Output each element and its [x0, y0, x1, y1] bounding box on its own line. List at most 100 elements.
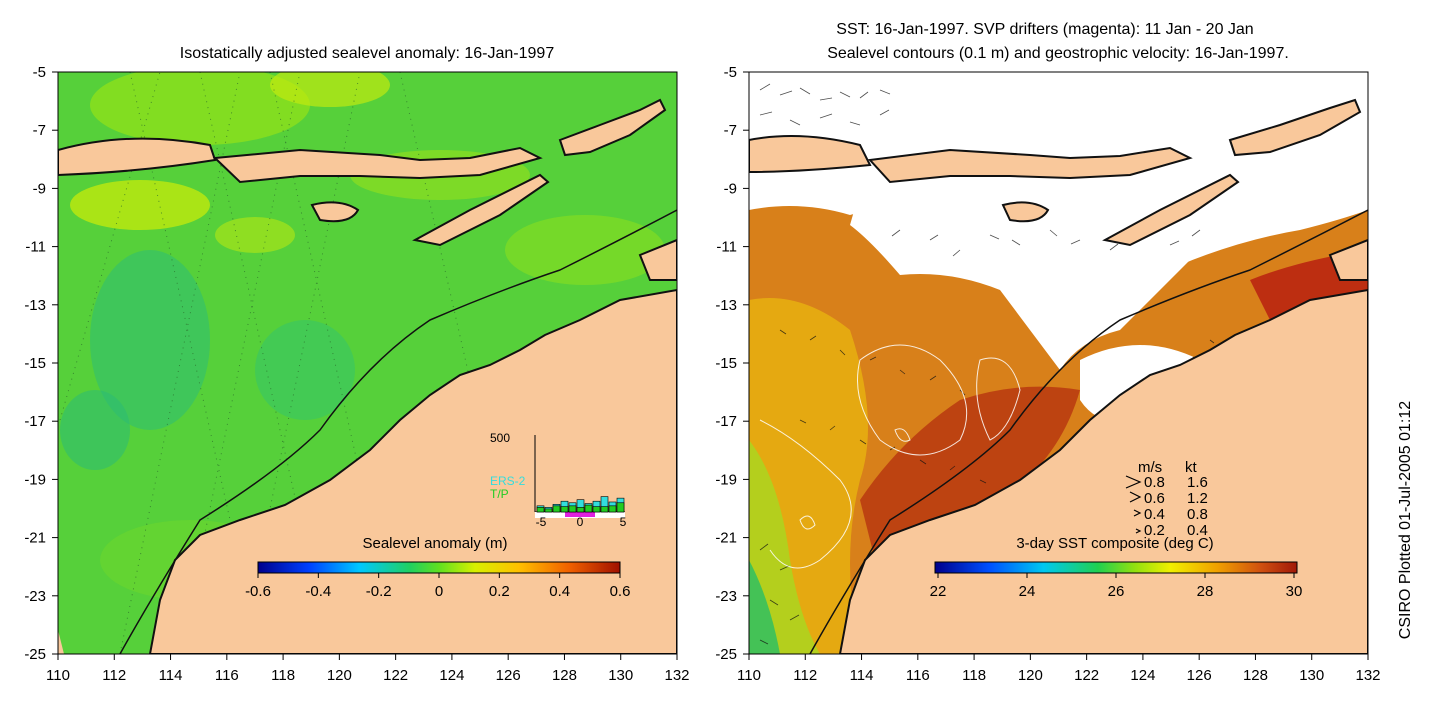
inset-bar-tp	[576, 507, 585, 513]
colorbar-tick-label: 0.6	[610, 583, 631, 600]
inset-bar-tp	[560, 506, 569, 513]
velocity-legend-kt: 1.2	[1187, 490, 1208, 507]
flores-landmass	[558, 98, 667, 157]
inset-xtick-label: -5	[536, 515, 547, 529]
velocity-legend-ms-header: m/s	[1138, 459, 1162, 476]
x-tick-label: 128	[1243, 667, 1268, 684]
x-tick-label: 132	[664, 667, 689, 684]
sst-coolest-region	[749, 560, 780, 654]
right-map-area	[749, 72, 1368, 654]
velocity-legend-ms: 0.6	[1144, 490, 1165, 507]
colorbar-tick-label: 28	[1197, 583, 1214, 600]
y-tick-label: -11	[716, 239, 737, 256]
colorbar-tick-label: -0.6	[245, 583, 271, 600]
x-tick-label: 122	[1074, 667, 1099, 684]
java-landmass	[58, 137, 217, 177]
x-tick-label: 110	[737, 667, 761, 684]
y-tick-label: -19	[24, 471, 46, 488]
sealevel-contours	[759, 344, 1021, 569]
inset-bar-tp	[568, 505, 577, 513]
colorbar-tick-label: -0.2	[366, 583, 392, 600]
x-tick-label: 118	[962, 667, 986, 684]
anomaly-patch	[70, 180, 210, 230]
colorbar-tick-label: -0.4	[305, 583, 331, 600]
anomaly-patch	[270, 72, 390, 107]
sst-cool-region	[749, 440, 820, 654]
y-tick-label: -5	[33, 64, 46, 81]
x-tick-label: 114	[159, 667, 183, 684]
y-tick-label: -13	[715, 297, 737, 314]
velocity-legend-ms: 0.2	[1144, 522, 1165, 539]
anomaly-patch	[60, 390, 130, 470]
inset-bar-tp	[552, 505, 561, 513]
x-tick-label: 132	[1355, 667, 1380, 684]
inset-bar-tp	[616, 502, 625, 513]
x-tick-label: 112	[793, 667, 817, 684]
y-tick-label: -9	[33, 180, 46, 197]
velocity-legend-ms: 0.4	[1144, 506, 1165, 523]
y-tick-label: -15	[715, 355, 737, 372]
x-tick-label: 128	[552, 667, 577, 684]
anomaly-patch	[255, 320, 355, 420]
velocity-legend: m/s kt 0.8 1.6 0.6 1.2 0.4 0.8 0.2 0.4	[1125, 459, 1208, 539]
lesser-sunda-islands	[212, 146, 543, 184]
velocity-legend-kt: 1.6	[1187, 474, 1208, 491]
x-tick-label: 126	[1187, 667, 1212, 684]
y-tick-label: -25	[715, 646, 737, 663]
colorbar-tick-label: 0.2	[489, 583, 510, 600]
colorbar-tick-label: 22	[930, 583, 947, 600]
velocity-legend-kt: 0.8	[1187, 506, 1208, 523]
velocity-legend-arrows	[1125, 475, 1142, 534]
inset-drifter-window	[565, 512, 595, 517]
y-tick-label: -19	[715, 471, 737, 488]
y-tick-label: -21	[24, 530, 46, 547]
colorbar-tick-label: 0.4	[549, 583, 570, 600]
plot-credit: CSIRO Plotted 01-Jul-2005 01:12	[1397, 401, 1414, 639]
colorbar-tick-label: 30	[1286, 583, 1303, 600]
x-tick-label: 120	[1018, 667, 1043, 684]
x-tick-label: 124	[1130, 667, 1155, 684]
velocity-legend-kt: 0.4	[1187, 522, 1208, 539]
right-colorbar-scale	[934, 561, 1298, 574]
inset-bar-tp	[536, 507, 545, 513]
left-y-axis: -5 -7 -9 -11 -13 -15 -17 -19 -21 -23 -25	[24, 64, 58, 663]
inset-xtick-label: 0	[577, 515, 584, 529]
right-colorbar-title: 3-day SST composite (deg C)	[1016, 535, 1213, 552]
right-y-axis: -5 -7 -9 -11 -13 -15 -17 -19 -21 -23 -25	[715, 64, 749, 663]
inset-bars	[536, 496, 625, 513]
right-x-axis: 110 112 114 116 118 120 122 124 126 128 130 132	[737, 654, 1381, 684]
left-colorbar-ticks: -0.6 -0.4 -0.2 0 0.2 0.4 0.6	[245, 573, 630, 600]
y-tick-label: -11	[25, 239, 46, 256]
y-tick-label: -5	[724, 64, 737, 81]
y-tick-label: -13	[24, 297, 46, 314]
cloud-patch	[850, 186, 1300, 370]
sumba-island	[310, 201, 360, 223]
inset-bar-tp	[592, 506, 601, 513]
inset-xtick-label: 5	[620, 515, 627, 529]
inset-bar-tp	[608, 505, 617, 513]
y-tick-label: -23	[24, 588, 46, 605]
y-tick-label: -25	[24, 646, 46, 663]
left-x-axis: 110 112 114 116 118 120 122 124 126 128 130 132	[46, 654, 690, 684]
flores-landmass	[1228, 98, 1362, 157]
y-tick-label: -7	[724, 122, 737, 139]
inset-legend-tp: T/P	[490, 487, 509, 501]
anomaly-patch	[90, 72, 310, 145]
timor-island	[1102, 173, 1240, 247]
left-panel-title: Isostatically adjusted sealevel anomaly:…	[180, 45, 555, 62]
y-tick-label: -23	[715, 588, 737, 605]
left-colorbar-title: Sealevel anomaly (m)	[362, 535, 507, 552]
colorbar-tick-label: 26	[1108, 583, 1125, 600]
sumba-island	[1001, 201, 1050, 223]
y-tick-label: -7	[33, 122, 46, 139]
inset-bar-tp	[600, 506, 609, 513]
x-tick-label: 130	[1299, 667, 1324, 684]
y-tick-label: -9	[724, 180, 737, 197]
y-tick-label: -15	[24, 355, 46, 372]
inset-legend-ers2: ERS-2	[490, 474, 526, 488]
tanimbar-island	[1328, 238, 1368, 281]
x-tick-label: 130	[608, 667, 633, 684]
x-tick-label: 122	[383, 667, 408, 684]
x-tick-label: 120	[327, 667, 352, 684]
x-tick-label: 112	[102, 667, 126, 684]
